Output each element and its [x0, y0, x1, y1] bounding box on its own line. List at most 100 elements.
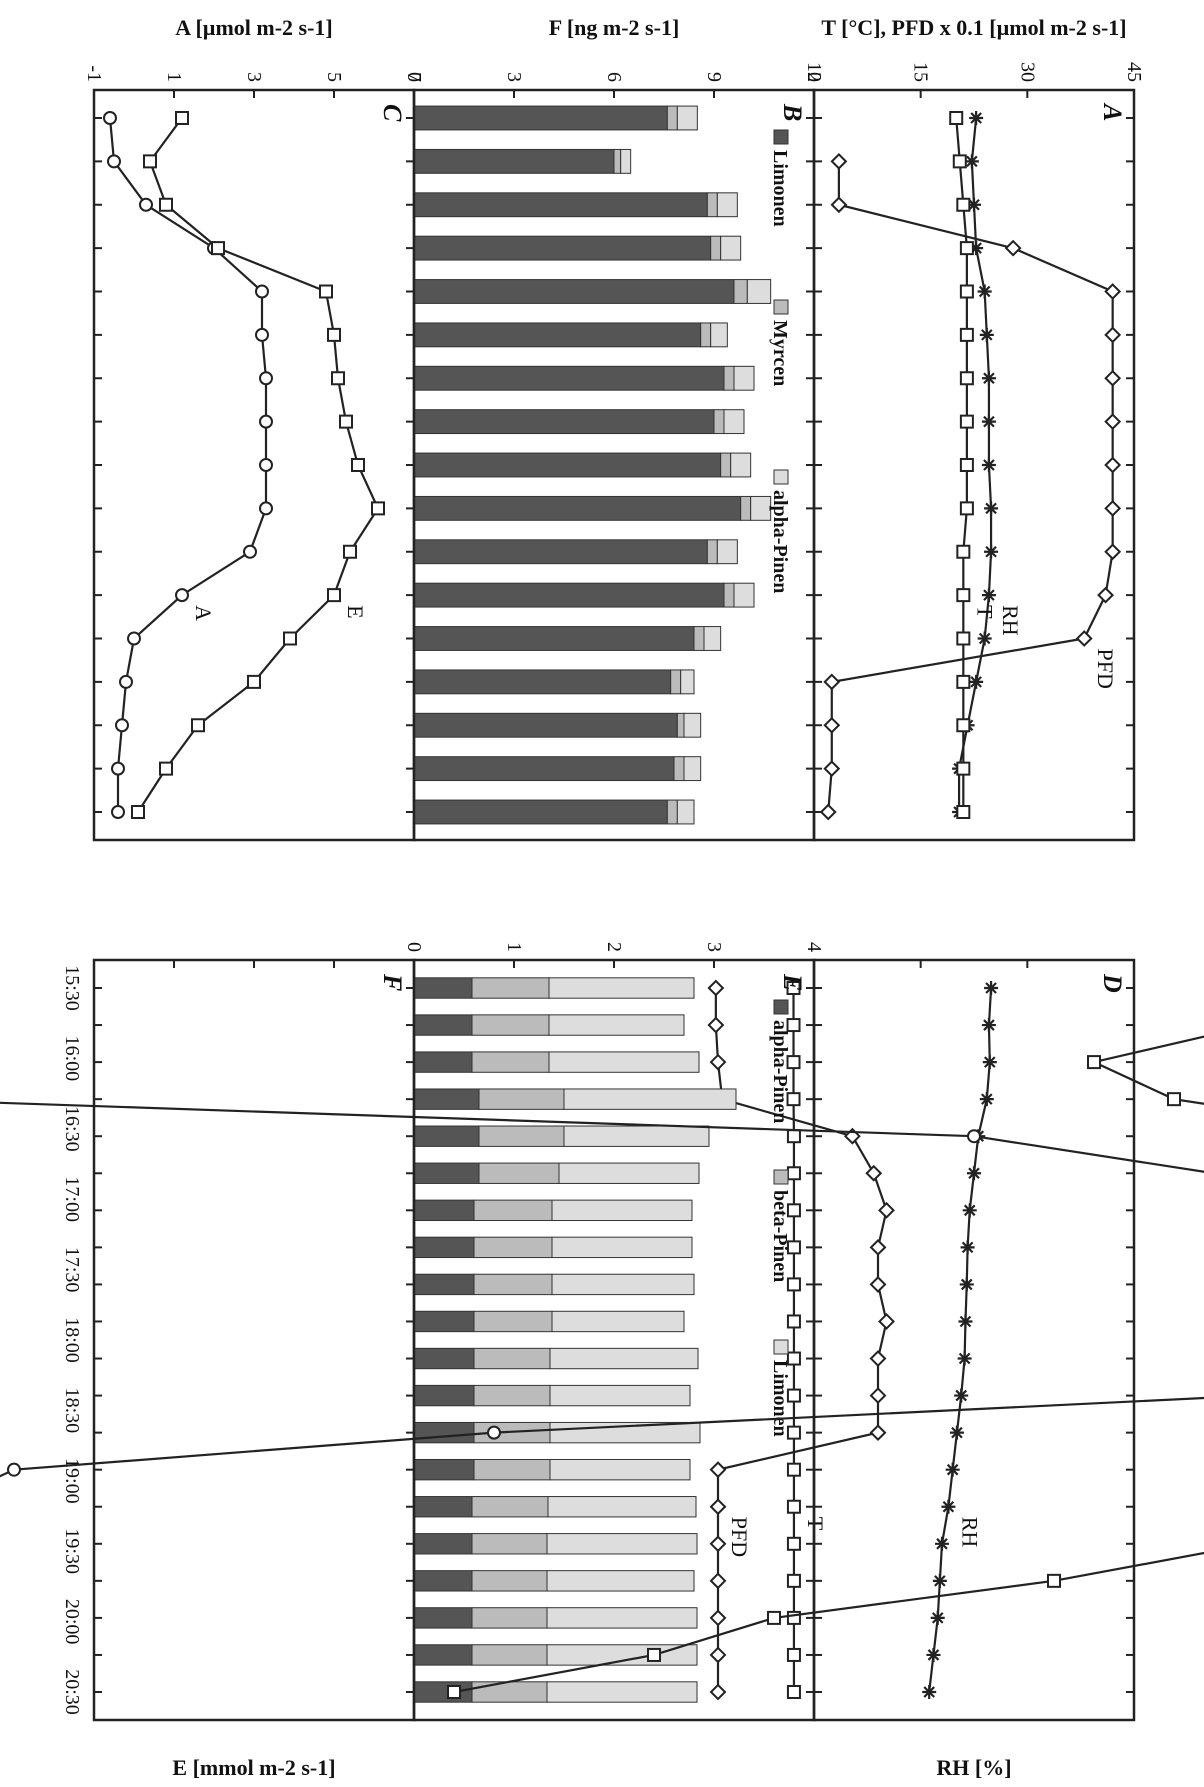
marker-PFD [830, 196, 848, 214]
panel-C: C -1 1 3 5 7 A E A [µmol m-2 s-1] [83, 15, 425, 842]
bar-alpha-Pinen [683, 756, 702, 782]
marker-RH [969, 111, 984, 125]
bar-alpha-Pinen [413, 1421, 475, 1444]
panel-letter-C: C [378, 104, 407, 122]
marker-RH [941, 1499, 956, 1514]
bar-alpha-Pinen [676, 799, 695, 825]
bar-Limonen [413, 539, 708, 565]
bar-Myrcen [733, 279, 748, 304]
bar-Limonen [413, 495, 742, 521]
bar-beta-Pinen [471, 1681, 548, 1703]
marker-E [327, 588, 341, 603]
bar-alpha-Pinen [716, 192, 738, 218]
marker-PFD [823, 716, 841, 734]
bar-Limonen [546, 1607, 698, 1629]
bar-Limonen [413, 799, 668, 825]
panel-E: E 0 1 2 3 4 alpha-Pinen beta-Pinen Limonen [403, 942, 825, 1722]
legend-label: alpha-Pinen [769, 490, 791, 593]
y-tick-label: 12 [803, 62, 825, 82]
marker-A [967, 1129, 981, 1144]
bar-Limonen [551, 1310, 685, 1333]
marker-E [339, 414, 353, 429]
marker-A [259, 414, 273, 429]
bar-Limonen [413, 148, 615, 174]
marker-T [786, 1018, 801, 1033]
marker-A [259, 501, 273, 516]
bar-Limonen [413, 669, 672, 695]
y-tick-label: 7 [403, 72, 425, 82]
marker-PFD [1104, 413, 1122, 431]
bar-beta-Pinen [473, 1310, 553, 1333]
y-tick-label: 0 [403, 942, 425, 952]
marker-RH [984, 544, 999, 559]
bar-beta-Pinen [473, 1458, 551, 1481]
bar-beta-Pinen [473, 1347, 551, 1370]
bar-beta-Pinen [471, 1644, 548, 1666]
bar-alpha-Pinen [413, 1458, 475, 1481]
bar-alpha-Pinen [413, 1199, 475, 1222]
panel-D: D RH T PFD RH [%] [707, 958, 1136, 1780]
bar-alpha-Pinen [413, 1496, 473, 1518]
marker-PFD [819, 803, 837, 821]
marker-PFD [707, 1016, 725, 1034]
x-tick-label: 18:30 [61, 1388, 83, 1434]
bar-Limonen [413, 105, 668, 131]
bar-Myrcen [706, 192, 718, 218]
y-axis-label: F [ng m-2 s-1] [549, 15, 680, 40]
marker-T [956, 718, 971, 733]
legend-swatch [773, 1339, 789, 1355]
marker-PFD [1004, 239, 1022, 257]
marker-RH [930, 1610, 945, 1625]
marker-T [956, 631, 971, 646]
marker-E [371, 501, 385, 516]
bar-alpha-Pinen [413, 1162, 480, 1184]
bar-Myrcen [710, 235, 722, 261]
y-tick-label: -1 [83, 65, 105, 82]
marker-PFD [1104, 499, 1122, 517]
bar-Limonen [413, 365, 725, 391]
marker-PFD [709, 1535, 727, 1553]
series-label-T: T [803, 1517, 828, 1531]
bar-Limonen [551, 1199, 693, 1222]
marker-T [956, 588, 971, 603]
bar-alpha-Pinen [413, 1384, 475, 1407]
marker-A [487, 1425, 501, 1440]
marker-PFD [709, 1461, 727, 1479]
marker-PFD [865, 1164, 883, 1182]
marker-PFD [823, 760, 841, 778]
marker-PFD [830, 152, 848, 170]
x-tick-label: 19:00 [61, 1458, 83, 1504]
marker-RH [977, 631, 992, 646]
y-tick-label: 9 [703, 72, 725, 82]
legend-label: alpha-Pinen [769, 1020, 791, 1123]
x-tick-label: 16:30 [61, 1106, 83, 1152]
marker-PFD [707, 979, 725, 997]
x-tick-label: 19:30 [61, 1528, 83, 1574]
marker-PFD [709, 1609, 727, 1627]
bar-beta-Pinen [471, 1533, 548, 1555]
marker-T [786, 1425, 801, 1440]
marker-T [786, 1240, 801, 1255]
bar-Limonen [563, 1125, 710, 1147]
bar-Limonen [413, 409, 715, 435]
y-tick-label: 5 [323, 72, 345, 82]
marker-PFD [1104, 543, 1122, 561]
bar-Myrcen [666, 105, 678, 131]
bar-alpha-Pinen [413, 1310, 475, 1333]
marker-RH [981, 371, 996, 386]
bar-beta-Pinen [471, 1496, 549, 1518]
marker-PFD [709, 1683, 727, 1701]
marker-A [111, 805, 125, 819]
y-tick-label: 3 [703, 942, 725, 952]
bar-beta-Pinen [473, 1236, 553, 1259]
marker-E [351, 458, 365, 472]
legend-swatch [773, 1169, 789, 1185]
bar-Myrcen [700, 322, 712, 348]
marker-E [1167, 1092, 1181, 1107]
x-tick-label: 17:00 [61, 1176, 83, 1222]
marker-T [959, 414, 974, 429]
marker-E [331, 371, 345, 386]
marker-T [959, 371, 974, 386]
panel-letter-F: F [378, 973, 407, 991]
series-label-PFD: PFD [1093, 649, 1118, 689]
